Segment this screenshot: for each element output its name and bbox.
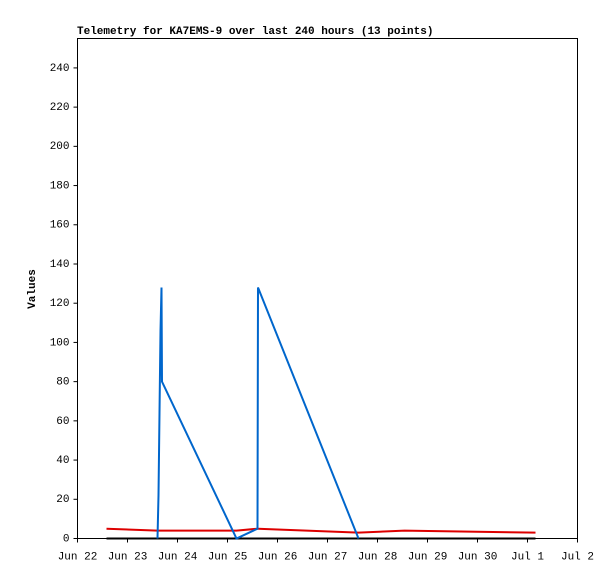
y-tick-label: 200 <box>50 141 70 153</box>
y-tick-label: 120 <box>50 298 70 310</box>
series-line <box>156 287 360 540</box>
y-tick-label: 20 <box>56 494 69 506</box>
x-tick-label: Jun 22 <box>58 551 98 563</box>
x-tick-label: Jun 23 <box>108 551 148 563</box>
x-tick-label: Jul 1 <box>511 551 544 563</box>
y-tick-label: 0 <box>63 533 70 545</box>
series-line <box>106 527 536 534</box>
y-tick-label: 100 <box>50 337 70 349</box>
y-tick-label: 180 <box>50 180 70 192</box>
y-tick-label: 220 <box>50 102 70 114</box>
y-tick-label: 40 <box>56 455 69 467</box>
x-tick-label: Jun 27 <box>308 551 348 563</box>
chart-title: Telemetry for KA7EMS-9 over last 240 hou… <box>77 26 433 38</box>
x-tick-label: Jun 28 <box>358 551 398 563</box>
x-tick-label: Jul 2 <box>561 551 594 563</box>
y-tick-label: 60 <box>56 416 69 428</box>
y-tick-label: 80 <box>56 377 69 389</box>
y-tick-label: 240 <box>50 63 70 75</box>
y-axis-label: Values <box>27 269 39 309</box>
x-tick-label: Jun 29 <box>408 551 448 563</box>
x-tick-label: Jun 26 <box>258 551 298 563</box>
x-tick-label: Jun 25 <box>208 551 248 563</box>
x-tick-label: Jun 30 <box>458 551 498 563</box>
y-tick-label: 160 <box>50 220 70 232</box>
x-tick-label: Jun 24 <box>158 551 198 563</box>
y-tick-label: 140 <box>50 259 70 271</box>
